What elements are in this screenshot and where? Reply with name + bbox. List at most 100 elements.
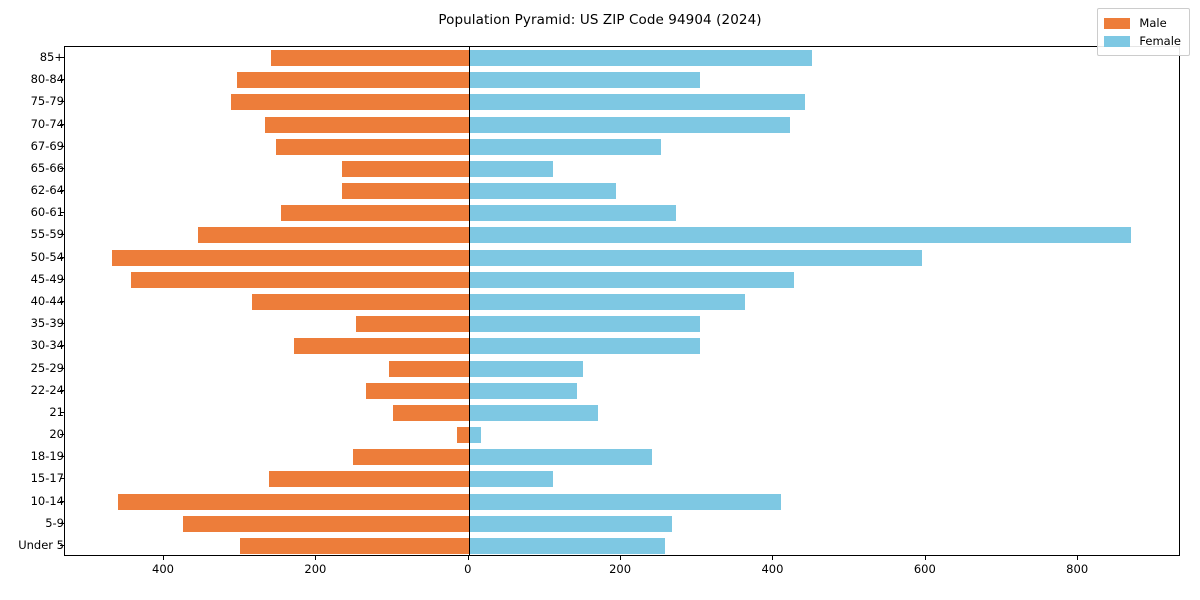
xtick-mark [772, 556, 774, 560]
bar-female-22-24 [468, 382, 577, 399]
ytick-label-85-: 85+ [39, 50, 64, 65]
ytick-mark [60, 389, 64, 391]
ytick-mark [60, 456, 64, 458]
ytick-label-80-84: 80-84 [30, 72, 64, 87]
bar-female-67-69 [468, 138, 662, 155]
ytick-mark [60, 345, 64, 347]
bar-male-55-59 [198, 227, 469, 244]
bar-male-50-54 [112, 249, 469, 266]
ytick-mark [60, 79, 64, 81]
ytick-mark [60, 167, 64, 169]
bar-female-65-66 [468, 160, 554, 177]
ytick-label-10-14: 10-14 [30, 493, 64, 508]
ytick-label-35-39: 35-39 [30, 316, 64, 331]
ytick-label-20: 20 [49, 427, 64, 442]
xtick-label-5: 600 [913, 562, 936, 576]
xtick-label-0: 400 [152, 562, 174, 576]
bar-female-62-64 [468, 183, 616, 200]
bar-male-67-69 [276, 138, 469, 155]
xtick-mark [467, 556, 469, 560]
ytick-label-62-64: 62-64 [30, 183, 64, 198]
ytick-mark [60, 367, 64, 369]
ytick-label-15-17: 15-17 [30, 471, 64, 486]
bar-male-18-19 [352, 449, 469, 466]
chart-legend: Male Female [1097, 8, 1190, 56]
bar-male-75-79 [231, 94, 469, 111]
zero-axis-line [468, 47, 470, 555]
xtick-label-2: 0 [464, 562, 472, 576]
ytick-label-21: 21 [49, 404, 64, 419]
bar-female-20 [468, 427, 481, 444]
bar-female-85- [468, 50, 812, 67]
bar-female-21 [468, 404, 599, 421]
ytick-label-67-69: 67-69 [30, 138, 64, 153]
bar-male-85- [271, 50, 469, 67]
ytick-label-5-9: 5-9 [45, 515, 64, 530]
chart-title: Population Pyramid: US ZIP Code 94904 (2… [438, 12, 762, 28]
bar-female-15-17 [468, 471, 554, 488]
ytick-label-30-34: 30-34 [30, 338, 64, 353]
ytick-mark [60, 212, 64, 214]
ytick-label-70-74: 70-74 [30, 116, 64, 131]
ytick-label-18-19: 18-19 [30, 449, 64, 464]
bar-female-45-49 [468, 271, 794, 288]
bar-male-20 [456, 427, 469, 444]
ytick-label-45-49: 45-49 [30, 271, 64, 286]
ytick-mark [60, 278, 64, 280]
bar-female-80-84 [468, 72, 700, 89]
bar-female-18-19 [468, 449, 652, 466]
ytick-mark [60, 500, 64, 502]
xtick-mark [924, 556, 926, 560]
bar-male-45-49 [131, 271, 469, 288]
legend-item-male: Male [1104, 14, 1181, 32]
bar-female-40-44 [468, 294, 746, 310]
xtick-mark [620, 556, 622, 560]
ytick-label-50-54: 50-54 [30, 249, 64, 264]
xtick-label-4: 400 [761, 562, 784, 576]
xtick-label-6: 800 [1066, 562, 1089, 576]
bar-male-21 [393, 404, 469, 421]
bar-male-70-74 [264, 116, 469, 133]
bar-female-10-14 [468, 493, 782, 510]
bar-male-40-44 [251, 294, 469, 310]
ytick-label-22-24: 22-24 [30, 382, 64, 397]
bar-female-50-54 [468, 249, 922, 266]
bar-female-5-9 [468, 515, 673, 532]
bar-female-25-29 [468, 360, 583, 377]
bar-male-30-34 [293, 338, 469, 355]
bar-female-75-79 [468, 94, 805, 111]
plot-area [64, 46, 1180, 556]
ytick-mark [60, 323, 64, 325]
ytick-mark [60, 411, 64, 413]
ytick-mark [60, 544, 64, 546]
ytick-label-25-29: 25-29 [30, 360, 64, 375]
bar-male-25-29 [388, 360, 469, 377]
bar-male-62-64 [341, 183, 469, 200]
ytick-label-40-44: 40-44 [30, 294, 64, 308]
ytick-mark [60, 434, 64, 436]
xtick-label-3: 200 [609, 562, 632, 576]
ytick-label-55-59: 55-59 [30, 227, 64, 242]
ytick-label-60-61: 60-61 [30, 205, 64, 220]
ytick-mark [60, 101, 64, 103]
ytick-mark [60, 123, 64, 125]
legend-swatch-female [1104, 35, 1131, 47]
xtick-mark [163, 556, 165, 560]
plot-inner [65, 47, 1179, 555]
bar-female-60-61 [468, 205, 676, 222]
bar-female-under-5 [468, 537, 665, 554]
bar-female-35-39 [468, 316, 700, 333]
bar-female-30-34 [468, 338, 700, 355]
ytick-label-under-5: Under 5 [18, 537, 64, 552]
bar-male-5-9 [183, 515, 469, 532]
xtick-mark [315, 556, 317, 560]
ytick-mark [60, 145, 64, 147]
ytick-mark [60, 234, 64, 236]
xtick-label-1: 200 [304, 562, 327, 576]
ytick-mark [60, 190, 64, 192]
bar-female-55-59 [468, 227, 1132, 244]
ytick-mark [60, 478, 64, 480]
bar-male-10-14 [117, 493, 469, 510]
legend-item-female: Female [1104, 32, 1181, 50]
